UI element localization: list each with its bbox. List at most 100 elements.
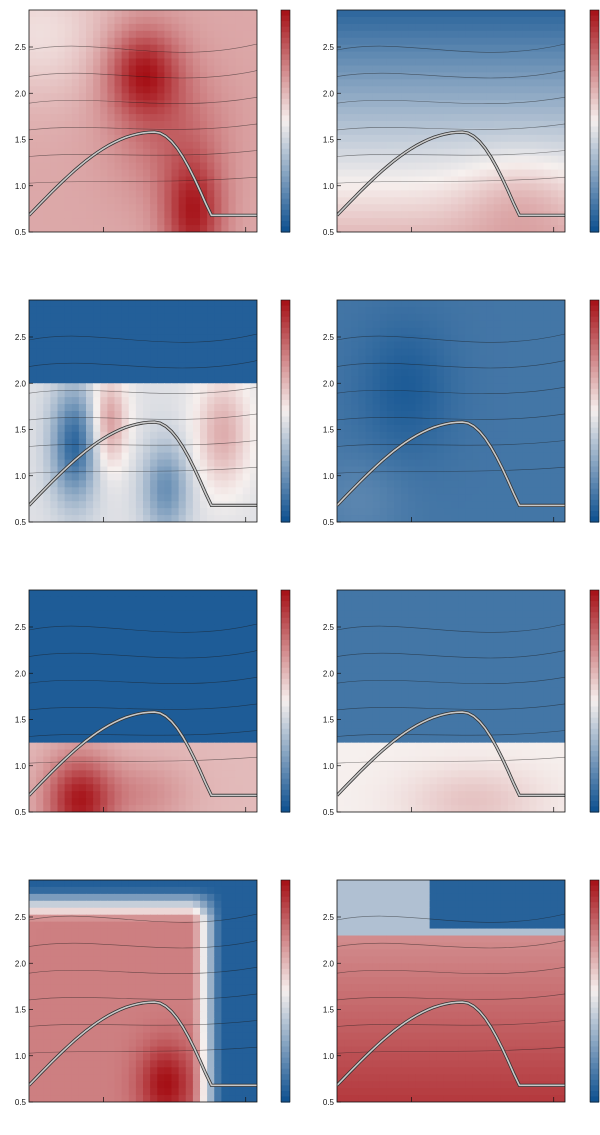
heat-cell	[515, 417, 523, 426]
heat-cell	[135, 494, 144, 502]
heat-cell	[150, 459, 158, 468]
heat-cell	[57, 383, 66, 391]
heat-cell	[479, 445, 488, 454]
heat-cell	[100, 652, 108, 660]
heat-cell	[486, 501, 495, 509]
heat-cell	[43, 376, 51, 384]
heat-cell	[344, 51, 352, 60]
heat-cell	[536, 51, 545, 60]
heat-cell	[472, 376, 481, 384]
heat-cell	[228, 218, 237, 226]
heat-cell	[43, 93, 51, 101]
colorbar-cell	[590, 15, 599, 22]
heat-cell	[207, 362, 215, 370]
heat-cell	[128, 638, 137, 647]
heat-cell	[249, 300, 257, 308]
heat-cell	[78, 37, 87, 46]
heat-cell	[93, 487, 101, 495]
heat-cell	[36, 300, 44, 308]
heat-cell	[178, 127, 187, 136]
heat-cell	[365, 355, 374, 364]
heat-cell	[249, 348, 257, 357]
heat-cell	[436, 141, 445, 150]
heat-cell	[185, 327, 194, 336]
heat-cell	[415, 16, 424, 25]
heat-cell	[100, 204, 108, 212]
heat-cell	[128, 211, 137, 219]
heat-cell	[121, 107, 130, 115]
heat-cell	[150, 176, 158, 185]
heat-cell	[164, 411, 173, 419]
heat-cell	[344, 334, 352, 343]
heat-cell	[372, 508, 381, 516]
heat-cell	[64, 701, 73, 709]
heat-cell	[451, 480, 459, 488]
heat-cell	[543, 197, 552, 205]
heat-cell	[143, 169, 151, 178]
heat-cell	[43, 313, 51, 322]
heat-cell	[242, 51, 251, 60]
heat-cell	[36, 72, 44, 80]
heat-cell	[178, 362, 187, 370]
heat-cell	[249, 107, 257, 115]
heat-cell	[50, 624, 59, 633]
heat-cell	[415, 445, 424, 454]
heat-cell	[465, 362, 473, 370]
heat-cell	[207, 610, 215, 619]
heat-cell	[379, 30, 388, 39]
heat-cell	[157, 376, 165, 384]
heat-cell	[486, 37, 495, 46]
heat-cell	[221, 327, 230, 336]
heat-cell	[71, 417, 80, 426]
heat-cell	[543, 480, 552, 488]
heat-cell	[135, 424, 144, 433]
heat-cell	[221, 369, 230, 377]
heat-cell	[93, 16, 101, 25]
heat-cell	[458, 225, 466, 232]
heat-cell	[422, 79, 431, 87]
heat-cell	[351, 397, 359, 405]
heat-cell	[242, 169, 251, 178]
heat-cell	[429, 452, 438, 461]
heat-cell	[207, 590, 215, 598]
heat-cell	[543, 169, 552, 178]
colorbar-cell	[590, 333, 599, 340]
heat-cell	[135, 341, 144, 350]
heat-cell	[451, 452, 459, 461]
heat-cell	[394, 176, 402, 185]
heat-cell	[107, 487, 116, 495]
heat-cell	[522, 58, 530, 67]
heat-cell	[50, 114, 59, 122]
heat-cell	[64, 411, 73, 419]
heat-cell	[249, 155, 257, 164]
heat-cell	[451, 431, 459, 440]
heat-cell	[164, 701, 173, 709]
heat-cell	[192, 300, 201, 308]
heat-cell	[178, 23, 187, 32]
heat-cell	[529, 466, 538, 475]
heat-cell	[164, 473, 173, 481]
heat-cell	[436, 169, 445, 178]
heat-cell	[358, 93, 367, 101]
heat-cell	[557, 480, 565, 488]
heat-cell	[128, 65, 137, 74]
heat-cell	[157, 72, 165, 80]
heat-cell	[415, 114, 424, 122]
heat-cell	[358, 376, 367, 384]
heat-cell	[522, 355, 530, 364]
heat-cell	[508, 383, 516, 391]
heat-cell	[379, 162, 388, 171]
heat-cell	[50, 86, 59, 94]
heat-cell	[43, 438, 51, 447]
heat-cell	[379, 190, 388, 198]
heat-cell	[351, 79, 359, 87]
heat-cell	[358, 16, 367, 25]
heat-cell	[337, 204, 345, 212]
heat-cell	[372, 424, 381, 433]
heat-cell	[200, 10, 208, 18]
heat-cell	[472, 225, 481, 232]
heat-cell	[436, 10, 445, 18]
heat-cell	[214, 100, 222, 108]
heat-cell	[157, 23, 165, 32]
heat-cell	[372, 313, 381, 322]
